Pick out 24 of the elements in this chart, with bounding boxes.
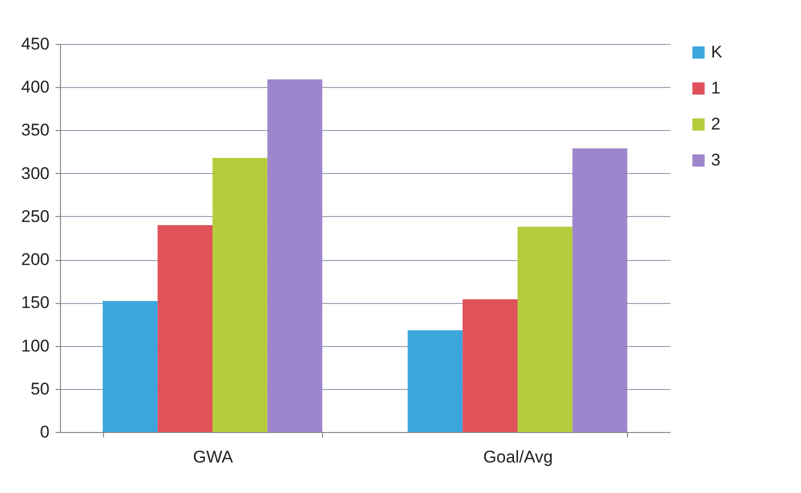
x-tick-label: Goal/Avg (483, 448, 553, 466)
y-tick-label: 50 (30, 379, 50, 398)
y-tick-label: 200 (21, 250, 50, 270)
x-tick-label: GWA (193, 448, 234, 466)
y-tick-label: 400 (21, 78, 50, 97)
y-tick-label: 350 (21, 120, 50, 140)
y-tick-label: 150 (21, 293, 50, 312)
bar (408, 330, 463, 432)
legend-label: 3 (711, 150, 720, 170)
bar (102, 300, 158, 432)
legend-label: 2 (711, 114, 720, 134)
bar (518, 226, 572, 432)
bar (572, 148, 628, 432)
legend-label: K (711, 42, 723, 62)
bar (267, 79, 322, 432)
y-tick-label: 100 (21, 336, 50, 356)
bar (462, 299, 518, 432)
legend-label: 1 (711, 78, 720, 98)
y-tick-label: 450 (21, 34, 50, 54)
y-tick-label: 250 (21, 206, 50, 226)
bar (158, 225, 212, 432)
y-tick-label: 300 (21, 164, 50, 183)
bar (212, 158, 268, 432)
y-tick-label: 0 (40, 422, 50, 442)
